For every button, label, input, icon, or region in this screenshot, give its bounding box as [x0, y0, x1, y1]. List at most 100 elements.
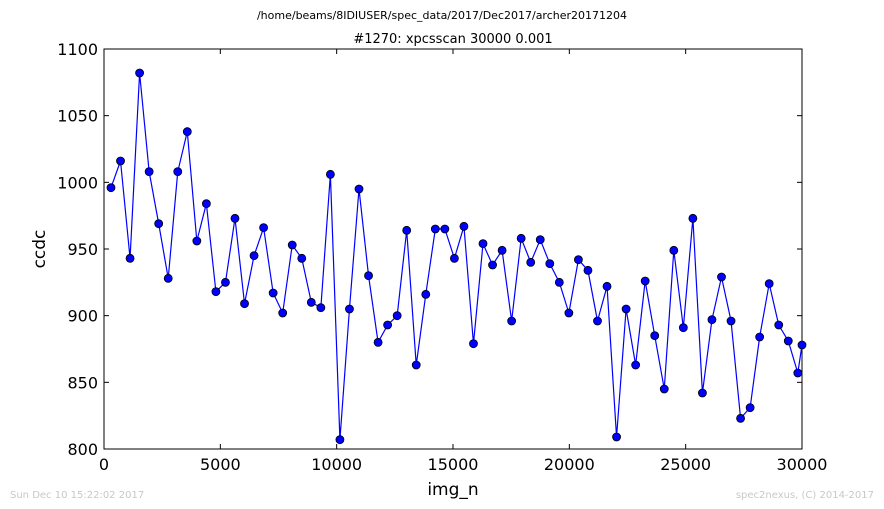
x-tick-label: 5000 — [200, 455, 241, 474]
y-axis-label: ccdc — [30, 230, 50, 269]
data-point — [640, 276, 650, 286]
x-axis-ticks: 0 5000 10000 15000 20000 25000 30000 — [99, 49, 828, 474]
data-point — [449, 253, 459, 263]
data-point — [116, 156, 125, 166]
data-point — [526, 257, 536, 267]
data-point — [574, 255, 583, 265]
y-axis-ticks: 800 850 900 950 1000 1050 1100 — [57, 40, 802, 459]
data-point — [535, 235, 545, 245]
data-point — [278, 308, 288, 318]
data-point — [554, 277, 564, 287]
x-axis-label: img_n — [427, 480, 478, 500]
data-markers — [106, 68, 807, 445]
data-point — [707, 315, 717, 325]
data-point — [593, 316, 602, 326]
x-tick-label: 30000 — [777, 455, 828, 474]
data-point — [240, 299, 249, 309]
data-point — [650, 331, 660, 341]
data-point — [364, 271, 373, 281]
data-point — [373, 337, 383, 347]
data-point — [793, 368, 803, 378]
chart-title: #1270: xpcsscan 30000 0.001 — [353, 32, 552, 47]
data-point — [745, 403, 755, 413]
data-point — [797, 340, 807, 350]
footer-timestamp: Sun Dec 10 15:22:02 2017 — [10, 490, 144, 501]
data-point — [230, 213, 240, 223]
x-tick-label: 20000 — [544, 455, 595, 474]
data-point — [621, 304, 631, 314]
data-point — [478, 239, 488, 249]
x-tick-label: 10000 — [311, 455, 362, 474]
data-point — [316, 303, 326, 313]
series-line — [110, 72, 803, 440]
x-tick-label: 15000 — [428, 455, 479, 474]
data-point — [469, 339, 478, 349]
data-point — [421, 289, 431, 299]
data-point — [783, 336, 793, 346]
y-tick-label: 1000 — [57, 173, 98, 192]
data-point — [249, 251, 259, 261]
data-point — [402, 225, 412, 235]
data-point — [106, 183, 116, 193]
data-point — [345, 304, 354, 314]
data-point — [144, 167, 154, 177]
data-point — [173, 167, 183, 177]
y-tick-label: 800 — [67, 440, 98, 459]
data-point — [459, 221, 469, 231]
data-point — [440, 224, 450, 234]
data-point — [564, 308, 574, 318]
data-point — [325, 169, 335, 179]
data-point — [497, 245, 507, 255]
data-point — [125, 253, 135, 263]
data-point — [201, 199, 211, 209]
data-point — [755, 332, 765, 342]
footer-credit: spec2nexus, (C) 2014-2017 — [736, 490, 874, 501]
data-point — [154, 219, 164, 229]
data-point — [182, 127, 192, 137]
y-tick-label: 1050 — [57, 107, 98, 126]
data-point — [612, 432, 621, 442]
data-point — [631, 360, 641, 370]
data-point — [411, 360, 421, 370]
data-point — [669, 245, 679, 255]
x-tick-label: 25000 — [660, 455, 711, 474]
data-point — [211, 287, 221, 297]
data-point — [259, 223, 269, 233]
data-point — [383, 320, 393, 330]
data-point — [516, 233, 526, 243]
y-tick-label: 900 — [67, 307, 98, 326]
y-tick-label: 950 — [67, 240, 98, 259]
data-point — [602, 281, 612, 291]
data-point — [392, 311, 402, 321]
data-point — [488, 260, 497, 270]
y-tick-label: 850 — [67, 373, 98, 392]
data-point — [306, 297, 316, 307]
data-point — [659, 384, 669, 394]
data-point — [736, 413, 745, 423]
data-point — [698, 388, 707, 398]
data-point — [268, 288, 278, 298]
data-point — [717, 272, 726, 282]
data-point — [335, 435, 345, 445]
x-tick-label: 0 — [99, 455, 109, 474]
data-point — [192, 236, 202, 246]
data-point — [774, 320, 784, 330]
data-point — [287, 240, 297, 250]
plot-area — [103, 48, 803, 450]
data-point — [354, 184, 364, 194]
data-point — [507, 316, 517, 326]
data-point — [221, 277, 230, 287]
data-point — [135, 68, 144, 78]
y-tick-label: 1100 — [57, 40, 98, 59]
data-point — [297, 253, 307, 263]
data-point — [583, 265, 593, 275]
file-path-title: /home/beams/8IDIUSER/spec_data/2017/Dec2… — [257, 9, 627, 22]
data-point — [764, 279, 774, 289]
data-point — [726, 316, 736, 326]
data-point — [678, 323, 688, 333]
data-point — [545, 259, 555, 269]
data-point — [430, 224, 440, 234]
data-point — [688, 213, 698, 223]
data-point — [163, 273, 173, 283]
